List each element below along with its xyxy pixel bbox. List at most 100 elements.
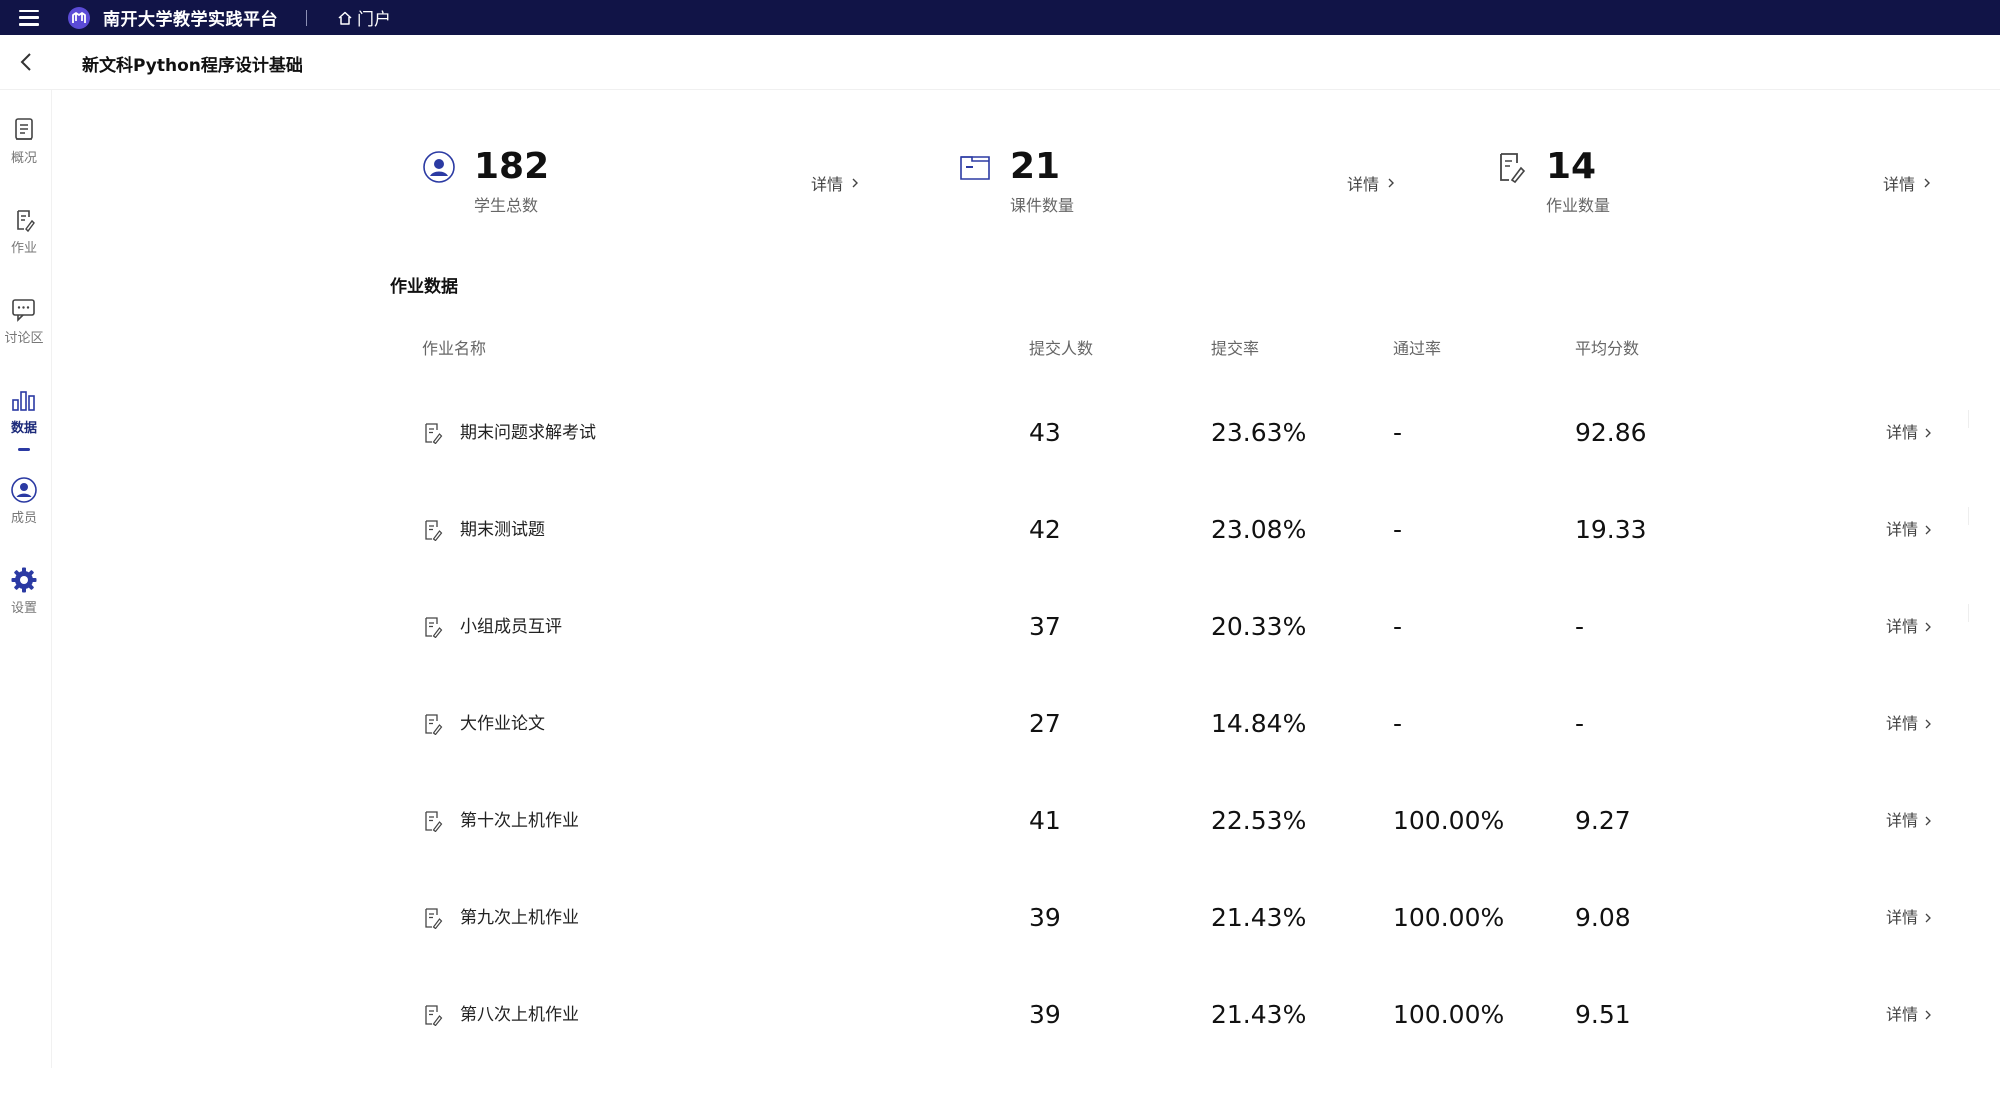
assignment-name: 第九次上机作业 xyxy=(460,908,579,928)
gear-icon xyxy=(9,565,39,595)
avg-score: 92.86 xyxy=(1575,418,1647,447)
stat-detail-link[interactable]: 详情 xyxy=(1883,171,1933,195)
menu-icon[interactable] xyxy=(19,9,39,26)
stat-value: 182 xyxy=(474,146,550,187)
back-button[interactable] xyxy=(14,49,40,75)
chevron-right-icon xyxy=(1925,719,1931,729)
stat-value: 21 xyxy=(1010,146,1061,187)
column-header-pass-rate: 通过率 xyxy=(1393,339,1442,358)
pass-rate: 100.00% xyxy=(1393,806,1505,835)
submitted-count: 27 xyxy=(1029,709,1061,738)
pass-rate: 100.00% xyxy=(1393,903,1505,932)
folder-icon xyxy=(960,156,990,180)
assignment-name: 小组成员互评 xyxy=(460,617,562,637)
chevron-right-icon xyxy=(1925,816,1931,826)
stat-caption: 作业数量 xyxy=(1546,196,1611,215)
portal-label: 门户 xyxy=(357,10,391,30)
chevron-left-icon xyxy=(20,53,31,71)
row-detail-link[interactable]: 详情 xyxy=(1886,810,1933,832)
home-icon xyxy=(338,11,352,25)
sidebar-item-overview[interactable]: 概况 xyxy=(0,115,48,187)
pass-rate: - xyxy=(1393,709,1403,738)
course-header: 新文科Python程序设计基础 xyxy=(0,35,2000,90)
stat-detail-link[interactable]: 详情 xyxy=(1347,171,1397,195)
stat-caption: 学生总数 xyxy=(474,196,539,215)
avg-score: - xyxy=(1575,612,1585,641)
pass-rate: - xyxy=(1393,612,1403,641)
table-row[interactable]: 第十次上机作业 41 22.53% 100.00% 9.27 详情 xyxy=(0,806,2000,907)
chevron-right-icon xyxy=(1925,525,1931,535)
detail-label: 详情 xyxy=(1883,175,1916,194)
sidebar-item-data[interactable]: 数据 xyxy=(0,385,48,457)
active-indicator xyxy=(18,448,30,451)
detail-label: 详情 xyxy=(1886,520,1919,539)
sidebar-item-assignments[interactable]: 作业 xyxy=(0,205,48,277)
pass-rate: - xyxy=(1393,515,1403,544)
chevron-right-icon xyxy=(1924,178,1931,188)
course-title: 新文科Python程序设计基础 xyxy=(82,56,303,76)
stat-assignments: 14 作业数量 详情 xyxy=(1494,145,1944,225)
table-row[interactable]: 第九次上机作业 39 21.43% 100.00% 9.08 详情 xyxy=(0,903,2000,1004)
detail-label: 详情 xyxy=(1886,423,1919,442)
sidebar-item-members[interactable]: 成员 xyxy=(0,475,48,547)
pass-rate: - xyxy=(1393,418,1403,447)
submitted-count: 39 xyxy=(1029,1000,1061,1029)
row-detail-link[interactable]: 详情 xyxy=(1886,616,1933,638)
table-header: 作业名称 提交人数 提交率 通过率 平均分数 xyxy=(0,335,2000,358)
avg-score: 9.51 xyxy=(1575,1000,1631,1029)
row-detail-link[interactable]: 详情 xyxy=(1886,422,1933,444)
row-detail-link[interactable]: 详情 xyxy=(1886,907,1933,929)
sidebar-item-label: 设置 xyxy=(10,601,37,616)
table-row[interactable]: 第八次上机作业 39 21.43% 100.00% 9.51 详情 xyxy=(0,1000,2000,1101)
sidebar-item-label: 讨论区 xyxy=(4,331,44,346)
sidebar-item-label: 数据 xyxy=(10,421,37,436)
submit-rate: 23.08% xyxy=(1211,515,1307,544)
row-detail-link[interactable]: 详情 xyxy=(1886,713,1933,735)
assignment-icon xyxy=(425,908,443,929)
logo-icon xyxy=(68,6,90,29)
assignment-icon xyxy=(425,423,443,444)
submit-rate: 21.43% xyxy=(1211,903,1307,932)
sidebar-item-discussion[interactable]: 讨论区 xyxy=(0,295,48,367)
stat-students: 182 学生总数 详情 xyxy=(422,145,872,225)
sidebar-item-label: 成员 xyxy=(10,511,37,526)
submit-rate: 14.84% xyxy=(1211,709,1307,738)
assignment-icon xyxy=(9,205,39,235)
stat-value: 14 xyxy=(1546,146,1597,187)
table-row[interactable]: 大作业论文 27 14.84% - - 详情 xyxy=(0,709,2000,810)
assignment-icon xyxy=(425,811,443,832)
stat-caption: 课件数量 xyxy=(1010,196,1075,215)
column-header-submit-rate: 提交率 xyxy=(1211,339,1260,358)
user-icon xyxy=(9,475,39,505)
row-detail-link[interactable]: 详情 xyxy=(1886,519,1933,541)
column-header-submitted: 提交人数 xyxy=(1029,339,1094,358)
chevron-right-icon xyxy=(852,178,859,188)
avg-score: 19.33 xyxy=(1575,515,1647,544)
table-row[interactable]: 期末问题求解考试 43 23.63% - 92.86 详情 xyxy=(0,418,2000,519)
detail-label: 详情 xyxy=(1886,811,1919,830)
chat-icon xyxy=(9,295,39,325)
row-separator xyxy=(1968,604,1969,622)
detail-label: 详情 xyxy=(1886,1005,1919,1024)
submitted-count: 41 xyxy=(1029,806,1061,835)
submit-rate: 22.53% xyxy=(1211,806,1307,835)
sidebar-item-settings[interactable]: 设置 xyxy=(0,565,48,637)
avg-score: 9.27 xyxy=(1575,806,1631,835)
document-icon xyxy=(9,115,39,145)
table-row[interactable]: 小组成员互评 37 20.33% - - 详情 xyxy=(0,612,2000,713)
row-separator xyxy=(1968,507,1969,525)
row-detail-link[interactable]: 详情 xyxy=(1886,1004,1933,1026)
submit-rate: 21.43% xyxy=(1211,1000,1307,1029)
stat-detail-link[interactable]: 详情 xyxy=(811,171,861,195)
pass-rate: 100.00% xyxy=(1393,1000,1505,1029)
sidebar: 概况 作业 讨论区 数据 成员 设置 xyxy=(0,90,52,1068)
detail-label: 详情 xyxy=(1886,714,1919,733)
avg-score: - xyxy=(1575,709,1585,738)
platform-name[interactable]: 南开大学教学实践平台 xyxy=(103,10,278,30)
chevron-right-icon xyxy=(1925,913,1931,923)
submit-rate: 20.33% xyxy=(1211,612,1307,641)
portal-link[interactable]: 门户 xyxy=(337,5,391,30)
table-row[interactable]: 期末测试题 42 23.08% - 19.33 详情 xyxy=(0,515,2000,616)
chevron-right-icon xyxy=(1925,1010,1931,1020)
topbar-divider xyxy=(306,9,307,26)
